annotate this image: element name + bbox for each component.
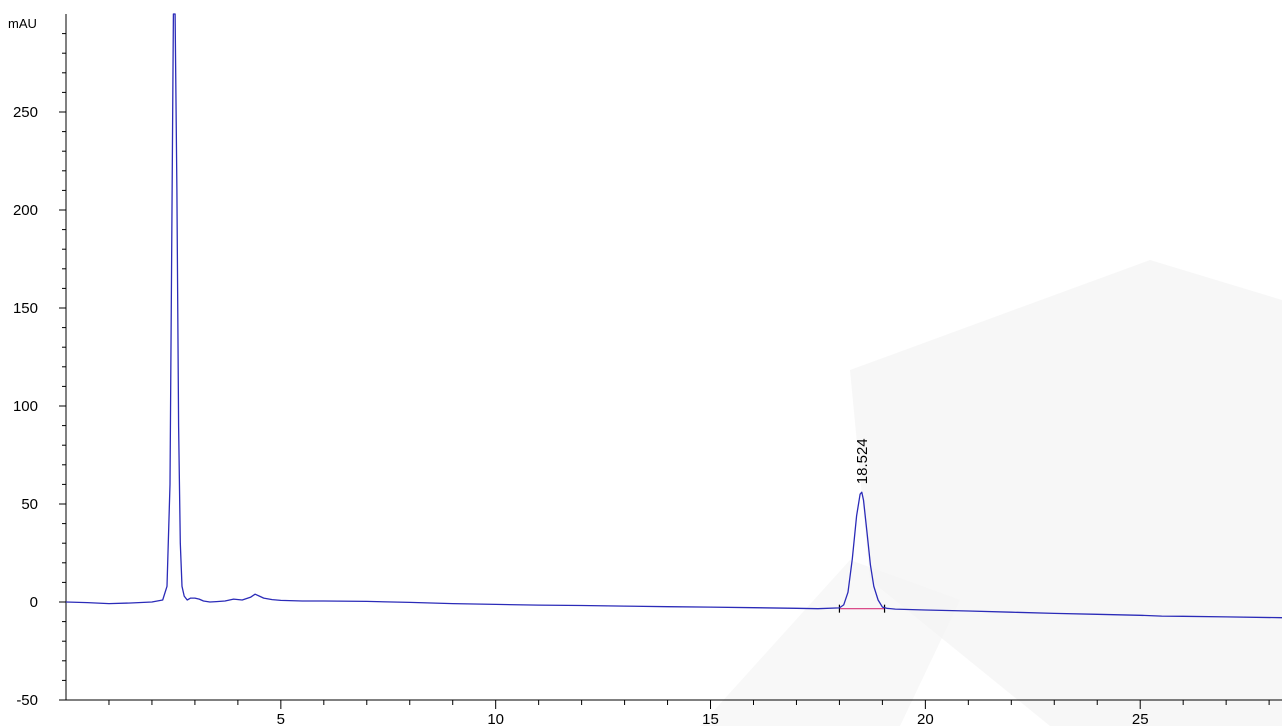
peak-label: 18.524 [854, 438, 871, 484]
x-tick-label: 25 [1132, 711, 1149, 726]
y-tick-label: 150 [13, 300, 38, 317]
x-tick-label: 10 [487, 711, 504, 726]
x-tick-label: 20 [917, 711, 934, 726]
y-tick-label: 200 [13, 202, 38, 219]
peak-annotations: 18.524 [854, 438, 871, 484]
y-tick-label: 50 [21, 496, 38, 513]
watermark [700, 260, 1282, 726]
y-tick-label: -50 [16, 692, 38, 709]
x-tick-label: 5 [277, 711, 285, 726]
y-tick-label: 0 [30, 594, 38, 611]
x-tick-label: 15 [702, 711, 719, 726]
y-axis-unit-label: mAU [8, 16, 37, 31]
y-tick-label: 250 [13, 104, 38, 121]
y-tick-label: 100 [13, 398, 38, 415]
